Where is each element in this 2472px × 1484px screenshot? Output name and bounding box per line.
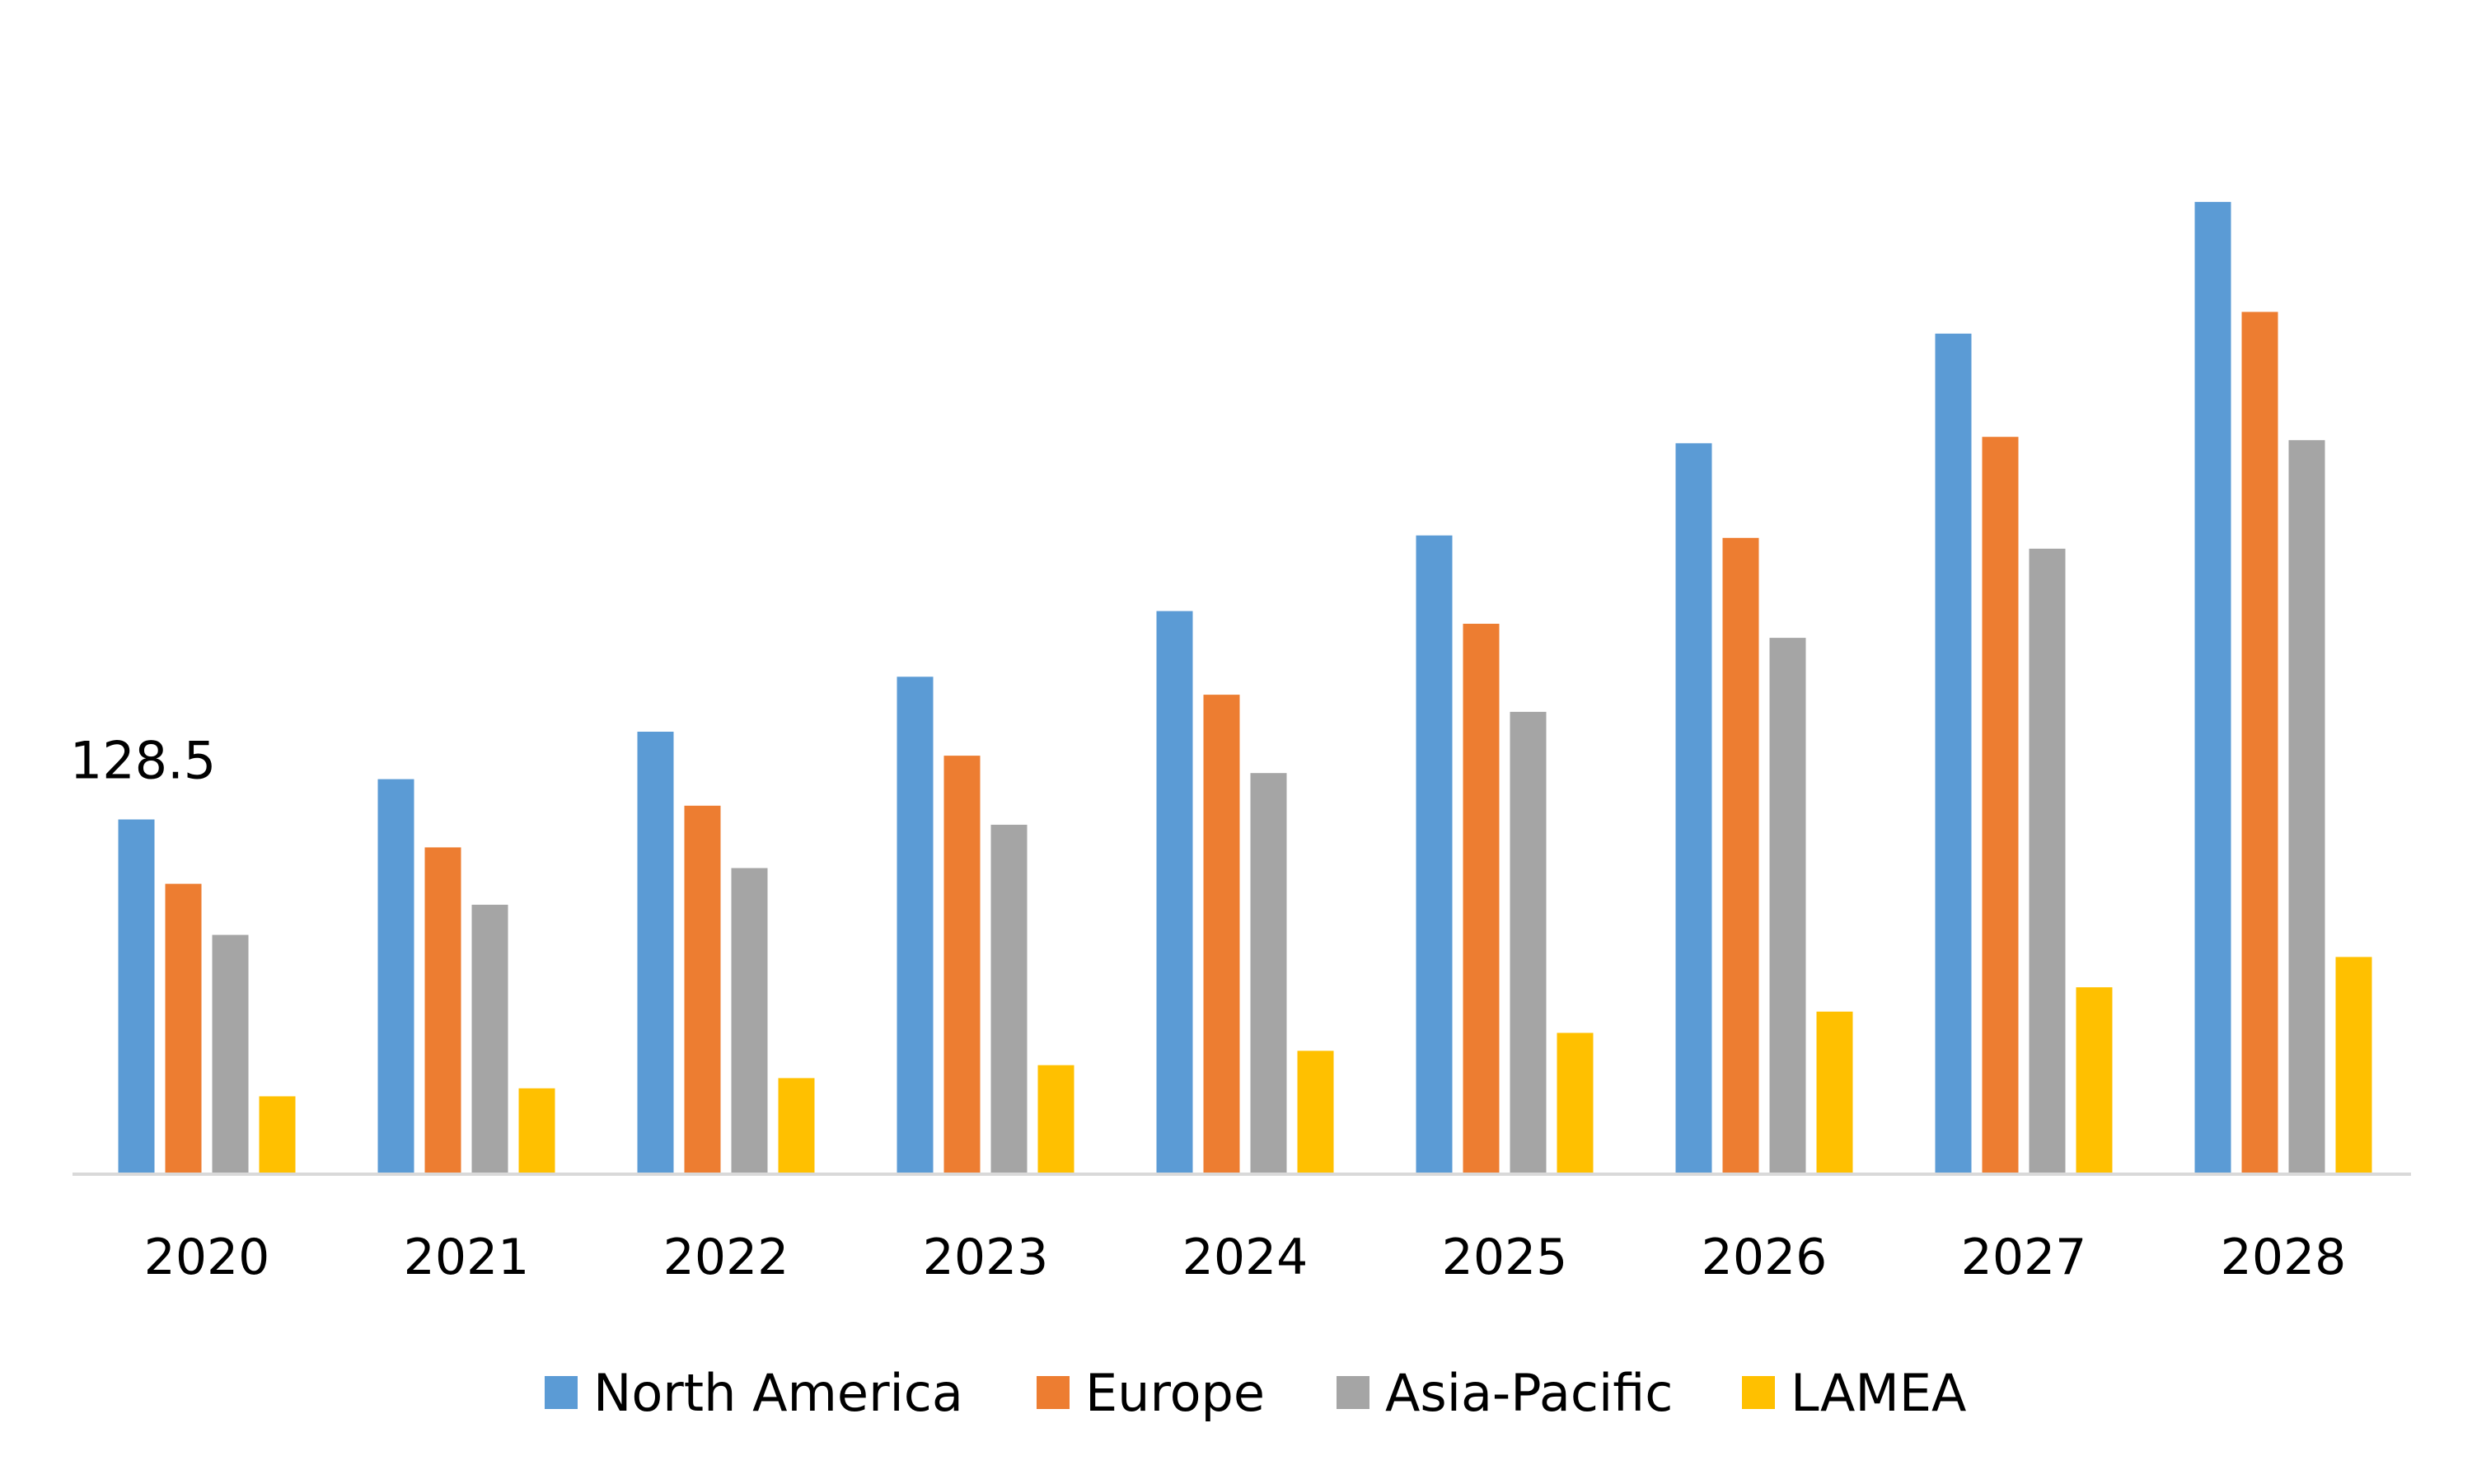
legend-label-north-america: North America xyxy=(593,1363,963,1423)
bar-north-america-2023 xyxy=(897,676,934,1174)
legend-swatch-lamea xyxy=(1742,1376,1775,1409)
legend-swatch-asia-pacific xyxy=(1337,1376,1369,1409)
legend-item-asia-pacific: Asia-Pacific xyxy=(1337,1363,1673,1423)
x-tick-label-2025: 2025 xyxy=(1442,1229,1568,1286)
legend-swatch-north-america xyxy=(545,1376,578,1409)
bar-europe-2028 xyxy=(2241,311,2278,1174)
bar-asia-pacific-2025 xyxy=(1510,711,1547,1174)
x-tick-label-2027: 2027 xyxy=(1961,1229,2087,1286)
x-tick-label-2028: 2028 xyxy=(2221,1229,2347,1286)
bar-lamea-2025 xyxy=(1557,1032,1594,1174)
bar-europe-2020 xyxy=(165,883,202,1174)
bar-north-america-2028 xyxy=(2194,202,2231,1175)
bar-north-america-2022 xyxy=(637,732,674,1174)
bar-asia-pacific-2021 xyxy=(471,905,508,1174)
bar-north-america-2025 xyxy=(1416,535,1453,1174)
bar-europe-2024 xyxy=(1203,695,1240,1174)
bar-asia-pacific-2023 xyxy=(990,824,1028,1174)
bar-north-america-2020 xyxy=(118,819,155,1174)
bar-asia-pacific-2024 xyxy=(1250,773,1287,1174)
bar-north-america-2021 xyxy=(377,779,414,1174)
bar-lamea-2021 xyxy=(518,1088,555,1174)
bar-north-america-2027 xyxy=(1935,333,1972,1174)
bar-europe-2025 xyxy=(1463,624,1500,1174)
data-labels: 128.5 xyxy=(70,731,217,791)
bar-north-america-2024 xyxy=(1156,611,1193,1174)
x-tick-label-2026: 2026 xyxy=(1702,1229,1828,1286)
bar-lamea-2024 xyxy=(1297,1051,1334,1174)
bar-lamea-2026 xyxy=(1816,1011,1853,1174)
legend-item-europe: Europe xyxy=(1037,1363,1265,1423)
bar-lamea-2027 xyxy=(2076,987,2113,1174)
bar-lamea-2028 xyxy=(2335,957,2372,1174)
legend-item-north-america: North America xyxy=(545,1363,963,1423)
bar-europe-2026 xyxy=(1722,537,1759,1174)
x-tick-label-2024: 2024 xyxy=(1182,1229,1309,1286)
bar-north-america-2026 xyxy=(1675,442,1712,1174)
legend-label-europe: Europe xyxy=(1085,1363,1265,1423)
bar-asia-pacific-2027 xyxy=(2029,548,2066,1174)
bar-lamea-2020 xyxy=(259,1096,296,1174)
legend-label-lamea: LAMEA xyxy=(1791,1363,1966,1423)
bar-europe-2022 xyxy=(684,805,721,1174)
bar-europe-2021 xyxy=(424,847,461,1174)
x-tick-label-2020: 2020 xyxy=(144,1229,270,1286)
x-tick-label-2021: 2021 xyxy=(404,1229,530,1286)
bar-europe-2023 xyxy=(943,756,981,1174)
bar-asia-pacific-2028 xyxy=(2288,440,2325,1174)
bar-asia-pacific-2022 xyxy=(731,868,768,1174)
data-label-north-america-2020: 128.5 xyxy=(70,731,217,791)
bars-group xyxy=(118,202,2372,1175)
legend-label-asia-pacific: Asia-Pacific xyxy=(1385,1363,1673,1423)
legend: North America Europe Asia-Pacific LAMEA xyxy=(545,1363,1966,1423)
x-tick-label-2023: 2023 xyxy=(923,1229,1049,1286)
bar-asia-pacific-2020 xyxy=(212,934,249,1174)
bar-europe-2027 xyxy=(1982,437,2019,1174)
legend-swatch-europe xyxy=(1037,1376,1070,1409)
bar-lamea-2022 xyxy=(778,1078,815,1174)
x-tick-labels: 2020 2021 2022 2023 2024 2025 2026 2027 2028 xyxy=(144,1229,2347,1286)
bar-lamea-2023 xyxy=(1037,1065,1074,1174)
bar-asia-pacific-2026 xyxy=(1769,638,1806,1174)
x-tick-label-2022: 2022 xyxy=(663,1229,789,1286)
legend-item-lamea: LAMEA xyxy=(1742,1363,1966,1423)
